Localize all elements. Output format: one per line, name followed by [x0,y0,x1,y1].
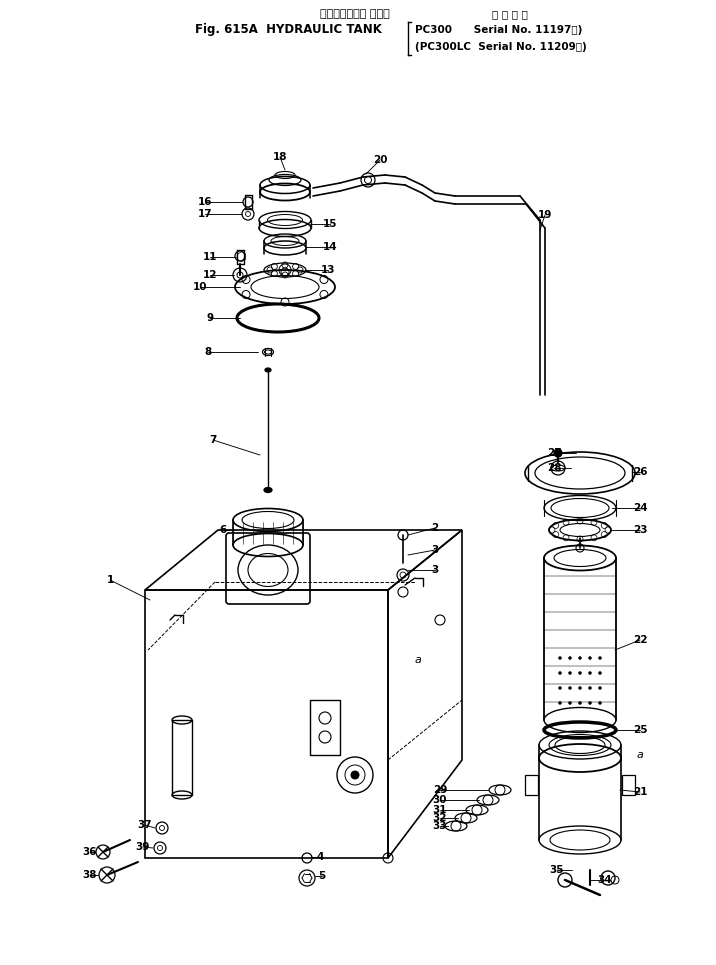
Text: 33: 33 [432,821,448,831]
Text: 27: 27 [547,448,561,458]
Circle shape [579,702,581,704]
Text: ハイドロリック タンク: ハイドロリック タンク [320,9,390,19]
Text: 7: 7 [209,435,217,445]
Ellipse shape [264,487,272,492]
Circle shape [579,672,581,675]
Text: 28: 28 [547,463,561,473]
Text: 17: 17 [198,209,213,219]
Text: 3: 3 [431,565,439,575]
Text: 8: 8 [204,347,212,357]
Text: ⬡: ⬡ [235,251,246,263]
Text: 適 用 号 機: 適 用 号 機 [492,9,528,19]
Circle shape [579,656,581,659]
Circle shape [558,686,561,690]
Circle shape [589,702,591,704]
Circle shape [558,656,561,659]
Circle shape [579,686,581,690]
Text: 14: 14 [323,242,337,252]
Text: 21: 21 [633,787,647,797]
Circle shape [569,686,571,690]
Circle shape [599,686,601,690]
Text: 36: 36 [83,847,97,857]
Circle shape [599,656,601,659]
Text: 32: 32 [432,813,448,823]
Circle shape [589,672,591,675]
Text: Fig. 615A  HYDRAULIC TANK: Fig. 615A HYDRAULIC TANK [195,23,382,37]
Circle shape [589,686,591,690]
Text: 22: 22 [633,635,647,645]
Text: 4: 4 [316,852,324,862]
Text: 18: 18 [273,152,287,162]
Circle shape [569,656,571,659]
Text: 16: 16 [198,197,212,207]
Text: 34: 34 [598,875,612,885]
Text: 2: 2 [431,523,439,533]
Text: 11: 11 [203,252,217,262]
Text: 10: 10 [193,282,207,292]
Circle shape [569,702,571,704]
Text: 24: 24 [633,503,647,513]
Text: 6: 6 [219,525,227,535]
Text: 12: 12 [203,270,217,280]
Circle shape [558,672,561,675]
Text: 35: 35 [550,865,564,875]
Circle shape [599,702,601,704]
Circle shape [351,771,359,779]
Text: 1: 1 [107,575,114,585]
Circle shape [558,702,561,704]
Text: 25: 25 [633,725,647,735]
Text: 39: 39 [136,842,150,852]
Text: 13: 13 [321,265,335,275]
Text: (PC300LC  Serial No. 11209～): (PC300LC Serial No. 11209～) [415,42,586,52]
Text: 19: 19 [538,210,552,220]
Text: 20: 20 [373,155,387,165]
Text: 15: 15 [323,219,337,229]
Text: 31: 31 [432,805,448,815]
Text: a: a [415,655,422,665]
Text: 37: 37 [137,820,153,830]
Ellipse shape [265,368,271,372]
Circle shape [554,449,562,457]
Text: 29: 29 [432,785,448,795]
Text: 9: 9 [206,313,213,323]
Text: PC300      Serial No. 11197～): PC300 Serial No. 11197～) [415,25,582,35]
Circle shape [569,672,571,675]
Text: 5: 5 [319,871,326,881]
Text: a: a [637,750,644,760]
Text: 30: 30 [432,795,448,805]
Text: 3: 3 [431,545,439,555]
Circle shape [589,656,591,659]
Text: 26: 26 [633,467,647,477]
Circle shape [599,672,601,675]
Text: 23: 23 [633,525,647,535]
Text: 38: 38 [83,870,97,880]
